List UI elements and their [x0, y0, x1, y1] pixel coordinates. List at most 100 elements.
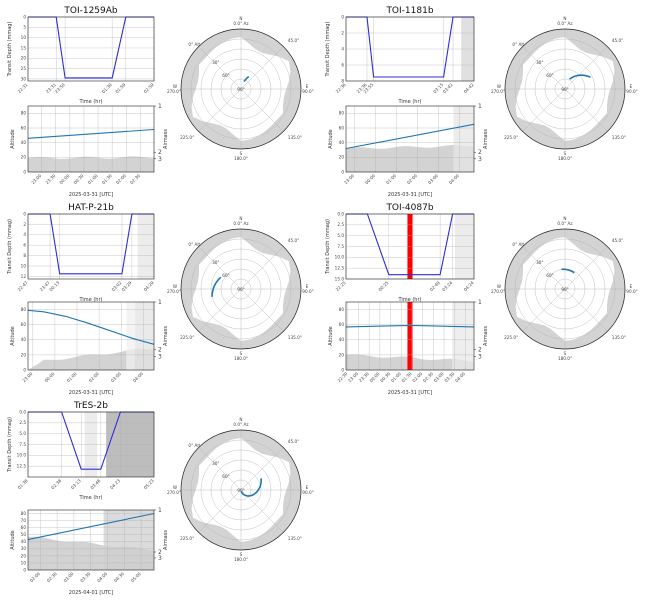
west-label: W: [173, 284, 177, 289]
airmass-tick: 3: [158, 555, 162, 562]
altitude-x-tick: 00:00: [364, 173, 376, 185]
transit-plot-area: [28, 17, 154, 81]
airmass-label: Airmass: [163, 326, 169, 346]
airmass-tick: 1: [158, 299, 162, 306]
target-title: TOI-1259Ab: [63, 6, 118, 16]
altitude-x-label: 2025-04-01 [UTC]: [69, 590, 114, 596]
twilight-shade: [126, 302, 136, 370]
horizon-obstruction: [28, 349, 154, 370]
transit-y-tick: 7.5: [19, 442, 26, 447]
altitude-y-tick: 40: [21, 539, 27, 544]
altitude-y-tick: 80: [21, 307, 27, 312]
altitude-x-tick: 04:00: [448, 173, 460, 185]
west-label: W: [173, 84, 177, 89]
west-az-label: 270.0°: [167, 89, 181, 94]
transit-y-label: Transit Depth (mmag): [7, 417, 13, 473]
alt-90-label: 90°: [561, 87, 568, 92]
transit-x-label: Time (hr): [79, 99, 103, 105]
north-az-label: 0.0° Az: [557, 221, 573, 226]
altitude-curve: [27, 309, 155, 345]
transit-y-tick: 6: [23, 243, 26, 248]
airmass-tick: 1: [478, 299, 482, 306]
transit-x-tick: 03:13: [70, 478, 82, 490]
transit-y-tick: 5.0: [337, 233, 344, 238]
altitude-y-tick: 30: [21, 546, 27, 551]
azimuth-spoke: [198, 447, 284, 533]
transit-y-label: Transit Depth (mmag): [7, 219, 13, 275]
target-title: TOI-4087b: [385, 203, 433, 213]
altitude-x-tick: 01:00: [66, 371, 78, 383]
altitude-x-tick: 03:00: [110, 371, 122, 383]
transit-y-tick: 12.5: [17, 464, 27, 469]
alt-0-label: 0° Alt: [188, 42, 200, 47]
twilight-shade: [453, 106, 474, 172]
north-label: N: [239, 16, 242, 21]
alt-30-label: 30°: [212, 260, 219, 265]
airmass-label: Airmass: [483, 326, 489, 346]
transit-y-tick: 10: [21, 35, 27, 40]
altitude-y-tick: 40: [21, 337, 27, 342]
altitude-y-tick: 60: [339, 322, 345, 327]
transit-x-label: Time (hr): [79, 297, 103, 303]
south-az-label: 180.0°: [234, 356, 248, 361]
az-225-label: 225.0°: [180, 135, 194, 140]
altitude-x-tick: 00:30: [379, 371, 391, 383]
transit-y-tick: 20: [21, 56, 27, 61]
south-label: S: [564, 151, 567, 156]
altitude-y-tick: 60: [21, 525, 27, 530]
transit-x-tick: 22:36: [335, 82, 347, 94]
altitude-y-label: Altitude: [10, 129, 16, 149]
east-label: E: [306, 84, 309, 89]
transit-plot-frame: [345, 16, 475, 82]
north-label: N: [239, 417, 242, 422]
west-az-label: 270.0°: [491, 89, 505, 94]
altitude-y-tick: 20: [21, 352, 27, 357]
south-label: S: [240, 151, 243, 156]
sky-track: [243, 75, 250, 83]
altitude-x-tick: 02:30: [129, 173, 141, 185]
transit-x-label: Time (hr): [398, 99, 422, 105]
alt-30-label: 30°: [212, 60, 219, 65]
airmass-tick: 1: [158, 507, 162, 514]
az-135-label: 135.0°: [612, 335, 626, 340]
transit-y-tick: 0.0: [337, 211, 344, 216]
altitude-x-tick: 00:30: [73, 173, 85, 185]
altitude-x-label: 2025-03-31 [UTC]: [69, 390, 114, 396]
target-title: TOI-1181b: [385, 6, 433, 16]
west-az-label: 270.0°: [491, 289, 505, 294]
altitude-x-tick: 01:00: [87, 173, 99, 185]
altitude-y-tick: 20: [21, 155, 27, 160]
transit-plot-frame: [27, 411, 155, 478]
east-label: E: [306, 284, 309, 289]
altitude-x-tick: 23:00: [343, 173, 355, 185]
altitude-x-tick: 03:00: [433, 371, 445, 383]
transit-y-tick: 2: [23, 222, 26, 227]
alt-0-label: 0° Alt: [512, 42, 524, 47]
west-label: W: [497, 84, 501, 89]
alt-30-label: 30°: [536, 60, 543, 65]
az-225-label: 225.0°: [504, 335, 518, 340]
airmass-tick: 2: [158, 149, 162, 156]
altitude-x-tick: 23:30: [358, 371, 370, 383]
altitude-x-tick: 04:00: [132, 371, 144, 383]
twilight-shade: [135, 302, 154, 370]
transit-y-label: Transit Depth (mmag): [325, 219, 331, 275]
altitude-plot-frame: [345, 105, 475, 173]
altitude-y-tick: 20: [21, 553, 27, 558]
transit-plot-area: [28, 214, 154, 279]
altitude-x-tick: 03:30: [443, 371, 455, 383]
altitude-x-tick: 23:00: [30, 173, 42, 185]
west-az-label: 270.0°: [167, 490, 181, 495]
transit-x-tick: 23:50: [54, 82, 66, 94]
airmass-tick: 3: [158, 353, 162, 360]
alt-60-label: 60°: [546, 73, 553, 78]
transit-y-tick: 25: [21, 66, 27, 71]
east-az-label: 90.0°: [302, 89, 313, 94]
transit-y-tick: 12: [21, 274, 27, 279]
altitude-x-tick: 00:00: [58, 173, 70, 185]
west-az-label: 270.0°: [167, 289, 181, 294]
azimuth-spoke: [522, 46, 608, 132]
transit-x-tick: 02:38: [50, 478, 62, 490]
